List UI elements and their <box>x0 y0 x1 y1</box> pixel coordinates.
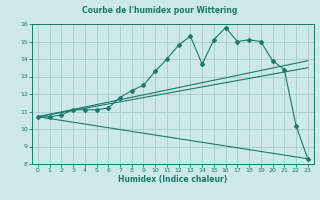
X-axis label: Humidex (Indice chaleur): Humidex (Indice chaleur) <box>118 175 228 184</box>
Text: Courbe de l'humidex pour Wittering: Courbe de l'humidex pour Wittering <box>82 6 238 15</box>
